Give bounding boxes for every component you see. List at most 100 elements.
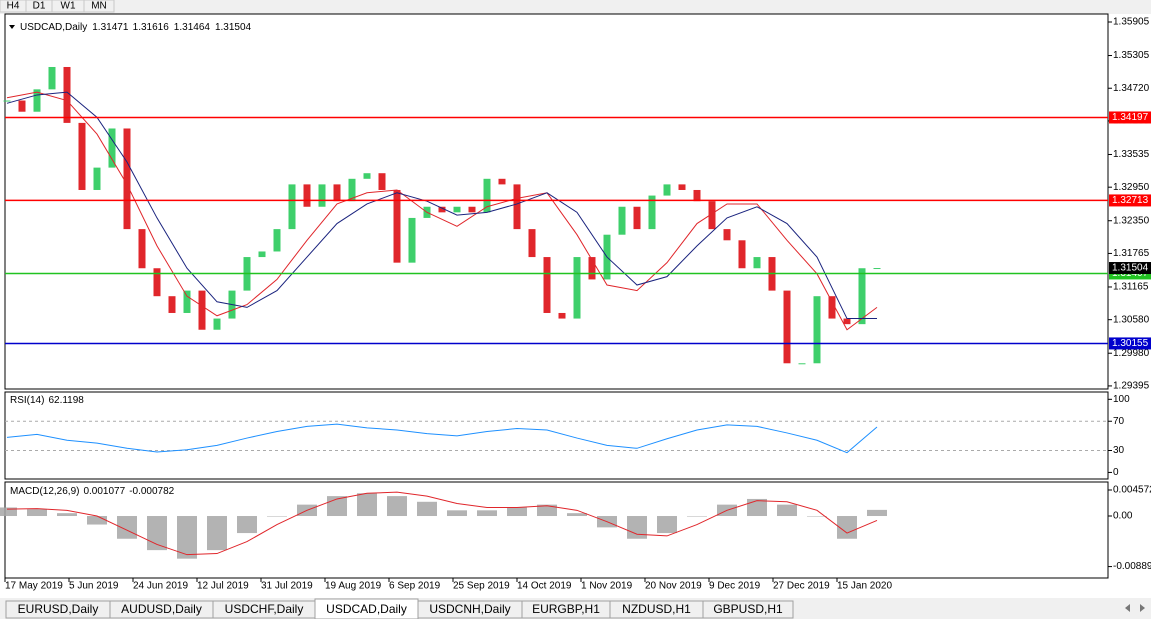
x-tick-label: 14 Oct 2019 <box>517 581 572 592</box>
histogram-bar <box>477 510 497 517</box>
toolbar-button-label[interactable]: W1 <box>61 1 76 12</box>
tab[interactable]: EURUSD,Daily <box>5 600 111 619</box>
histogram-bar <box>747 498 767 517</box>
menu-arrow[interactable] <box>9 25 15 29</box>
candle <box>3 100 11 102</box>
candle <box>78 122 86 190</box>
ohlc-value: 1.31471 <box>92 22 129 33</box>
candle <box>813 296 821 364</box>
y-tick-label: 1.35905 <box>1113 17 1150 28</box>
candle <box>693 189 701 202</box>
tab-bg[interactable] <box>702 600 794 619</box>
histogram-bar <box>687 516 707 517</box>
y-tick-label: 1.30580 <box>1113 314 1150 325</box>
candle <box>153 268 161 297</box>
tab[interactable]: USDCHF,Daily <box>212 600 316 619</box>
histogram-bar <box>447 510 467 517</box>
candle <box>408 217 416 263</box>
candle <box>678 184 686 190</box>
y-tick-label: 0.004572 <box>1113 485 1151 496</box>
last-price-label: 1.31504 <box>1112 263 1149 274</box>
candle <box>828 296 836 319</box>
tab[interactable]: AUDUSD,Daily <box>109 600 214 619</box>
tab-label[interactable]: GBPUSD,H1 <box>713 602 783 616</box>
candle <box>543 257 551 313</box>
x-tick-label: 17 May 2019 <box>5 581 63 592</box>
moving-average <box>6 91 878 331</box>
tab[interactable]: EURGBP,H1 <box>521 600 611 619</box>
ohlc-value: 1.31504 <box>215 22 252 33</box>
candle <box>258 251 266 258</box>
candle <box>738 240 746 269</box>
y-tick-label: 1.34720 <box>1113 83 1150 94</box>
histogram-bar <box>567 513 587 517</box>
indicator-value: 0.001077 <box>83 486 125 497</box>
scroll-right[interactable] <box>1140 604 1145 612</box>
x-tick-label: 9 Dec 2019 <box>709 581 761 592</box>
y-tick-label: 1.33535 <box>1113 149 1150 160</box>
y-tick-label: 1.29395 <box>1113 381 1150 392</box>
candle <box>93 167 101 190</box>
candle <box>288 184 296 230</box>
candle <box>618 206 626 235</box>
level-label: 1.30155 <box>1112 338 1149 349</box>
histogram-bar <box>147 516 167 551</box>
tab-label[interactable]: USDCHF,Daily <box>225 602 304 616</box>
histogram-bar <box>207 516 227 551</box>
histogram-bar <box>417 501 437 517</box>
y-tick-label: 100 <box>1113 394 1130 405</box>
candle <box>48 66 56 90</box>
histogram-bar <box>27 509 47 517</box>
histogram-bar <box>0 507 17 517</box>
histogram-bar <box>777 504 797 517</box>
tab-label[interactable]: AUDUSD,Daily <box>121 602 202 616</box>
candle <box>573 257 581 319</box>
toolbar-button[interactable] <box>83 0 115 13</box>
signal-line <box>6 491 878 556</box>
tab[interactable]: USDCNH,Daily <box>417 600 523 619</box>
tab-label[interactable]: USDCAD,Daily <box>326 602 407 616</box>
tab-label[interactable]: EURGBP,H1 <box>532 602 600 616</box>
scroll-left[interactable] <box>1125 604 1130 612</box>
histogram-bar <box>387 496 407 517</box>
chart-header: USDCAD,Daily 1.31471 1.31616 1.31464 1.31504 <box>20 22 252 33</box>
candle <box>273 229 281 252</box>
x-tick-label: 20 Nov 2019 <box>645 581 702 592</box>
y-tick-label: 1.31765 <box>1113 248 1150 259</box>
x-tick-label: 12 Jul 2019 <box>197 581 249 592</box>
toolbar <box>0 0 1151 14</box>
candle <box>108 128 116 168</box>
histogram-bar <box>357 493 377 517</box>
indicator-value: 62.1198 <box>48 395 84 406</box>
toolbar-button-label[interactable]: MN <box>91 1 107 12</box>
histogram-bar <box>867 509 887 517</box>
candle <box>453 206 461 213</box>
tab-label[interactable]: NZDUSD,H1 <box>622 602 691 616</box>
candle <box>63 66 71 123</box>
candle <box>183 290 191 313</box>
x-tick-label: 31 Jul 2019 <box>261 581 313 592</box>
candle <box>333 184 341 202</box>
candle <box>783 290 791 364</box>
candle <box>138 229 146 269</box>
histogram-bar <box>177 516 197 559</box>
toolbar-button-label[interactable]: D1 <box>33 1 46 12</box>
tab[interactable]: USDCAD,Daily <box>314 598 419 619</box>
tab[interactable]: GBPUSD,H1 <box>702 600 794 619</box>
candle <box>348 178 356 202</box>
candle <box>858 268 866 325</box>
level-label: 1.34197 <box>1112 112 1149 123</box>
candle <box>363 173 371 179</box>
x-tick-label: 15 Jan 2020 <box>837 581 892 592</box>
candle <box>123 128 131 230</box>
candle <box>648 195 656 230</box>
toolbar-button-label[interactable]: H4 <box>7 1 20 12</box>
histogram-bar <box>57 513 77 517</box>
tab-label[interactable]: EURUSD,Daily <box>18 602 99 616</box>
candle <box>753 257 761 269</box>
panel-header: MACD(12,26,9) 0.001077 -0.000782 <box>10 486 175 497</box>
histogram-bar <box>507 507 527 517</box>
tab[interactable]: NZDUSD,H1 <box>609 600 704 619</box>
tab-label[interactable]: USDCNH,Daily <box>429 602 510 616</box>
